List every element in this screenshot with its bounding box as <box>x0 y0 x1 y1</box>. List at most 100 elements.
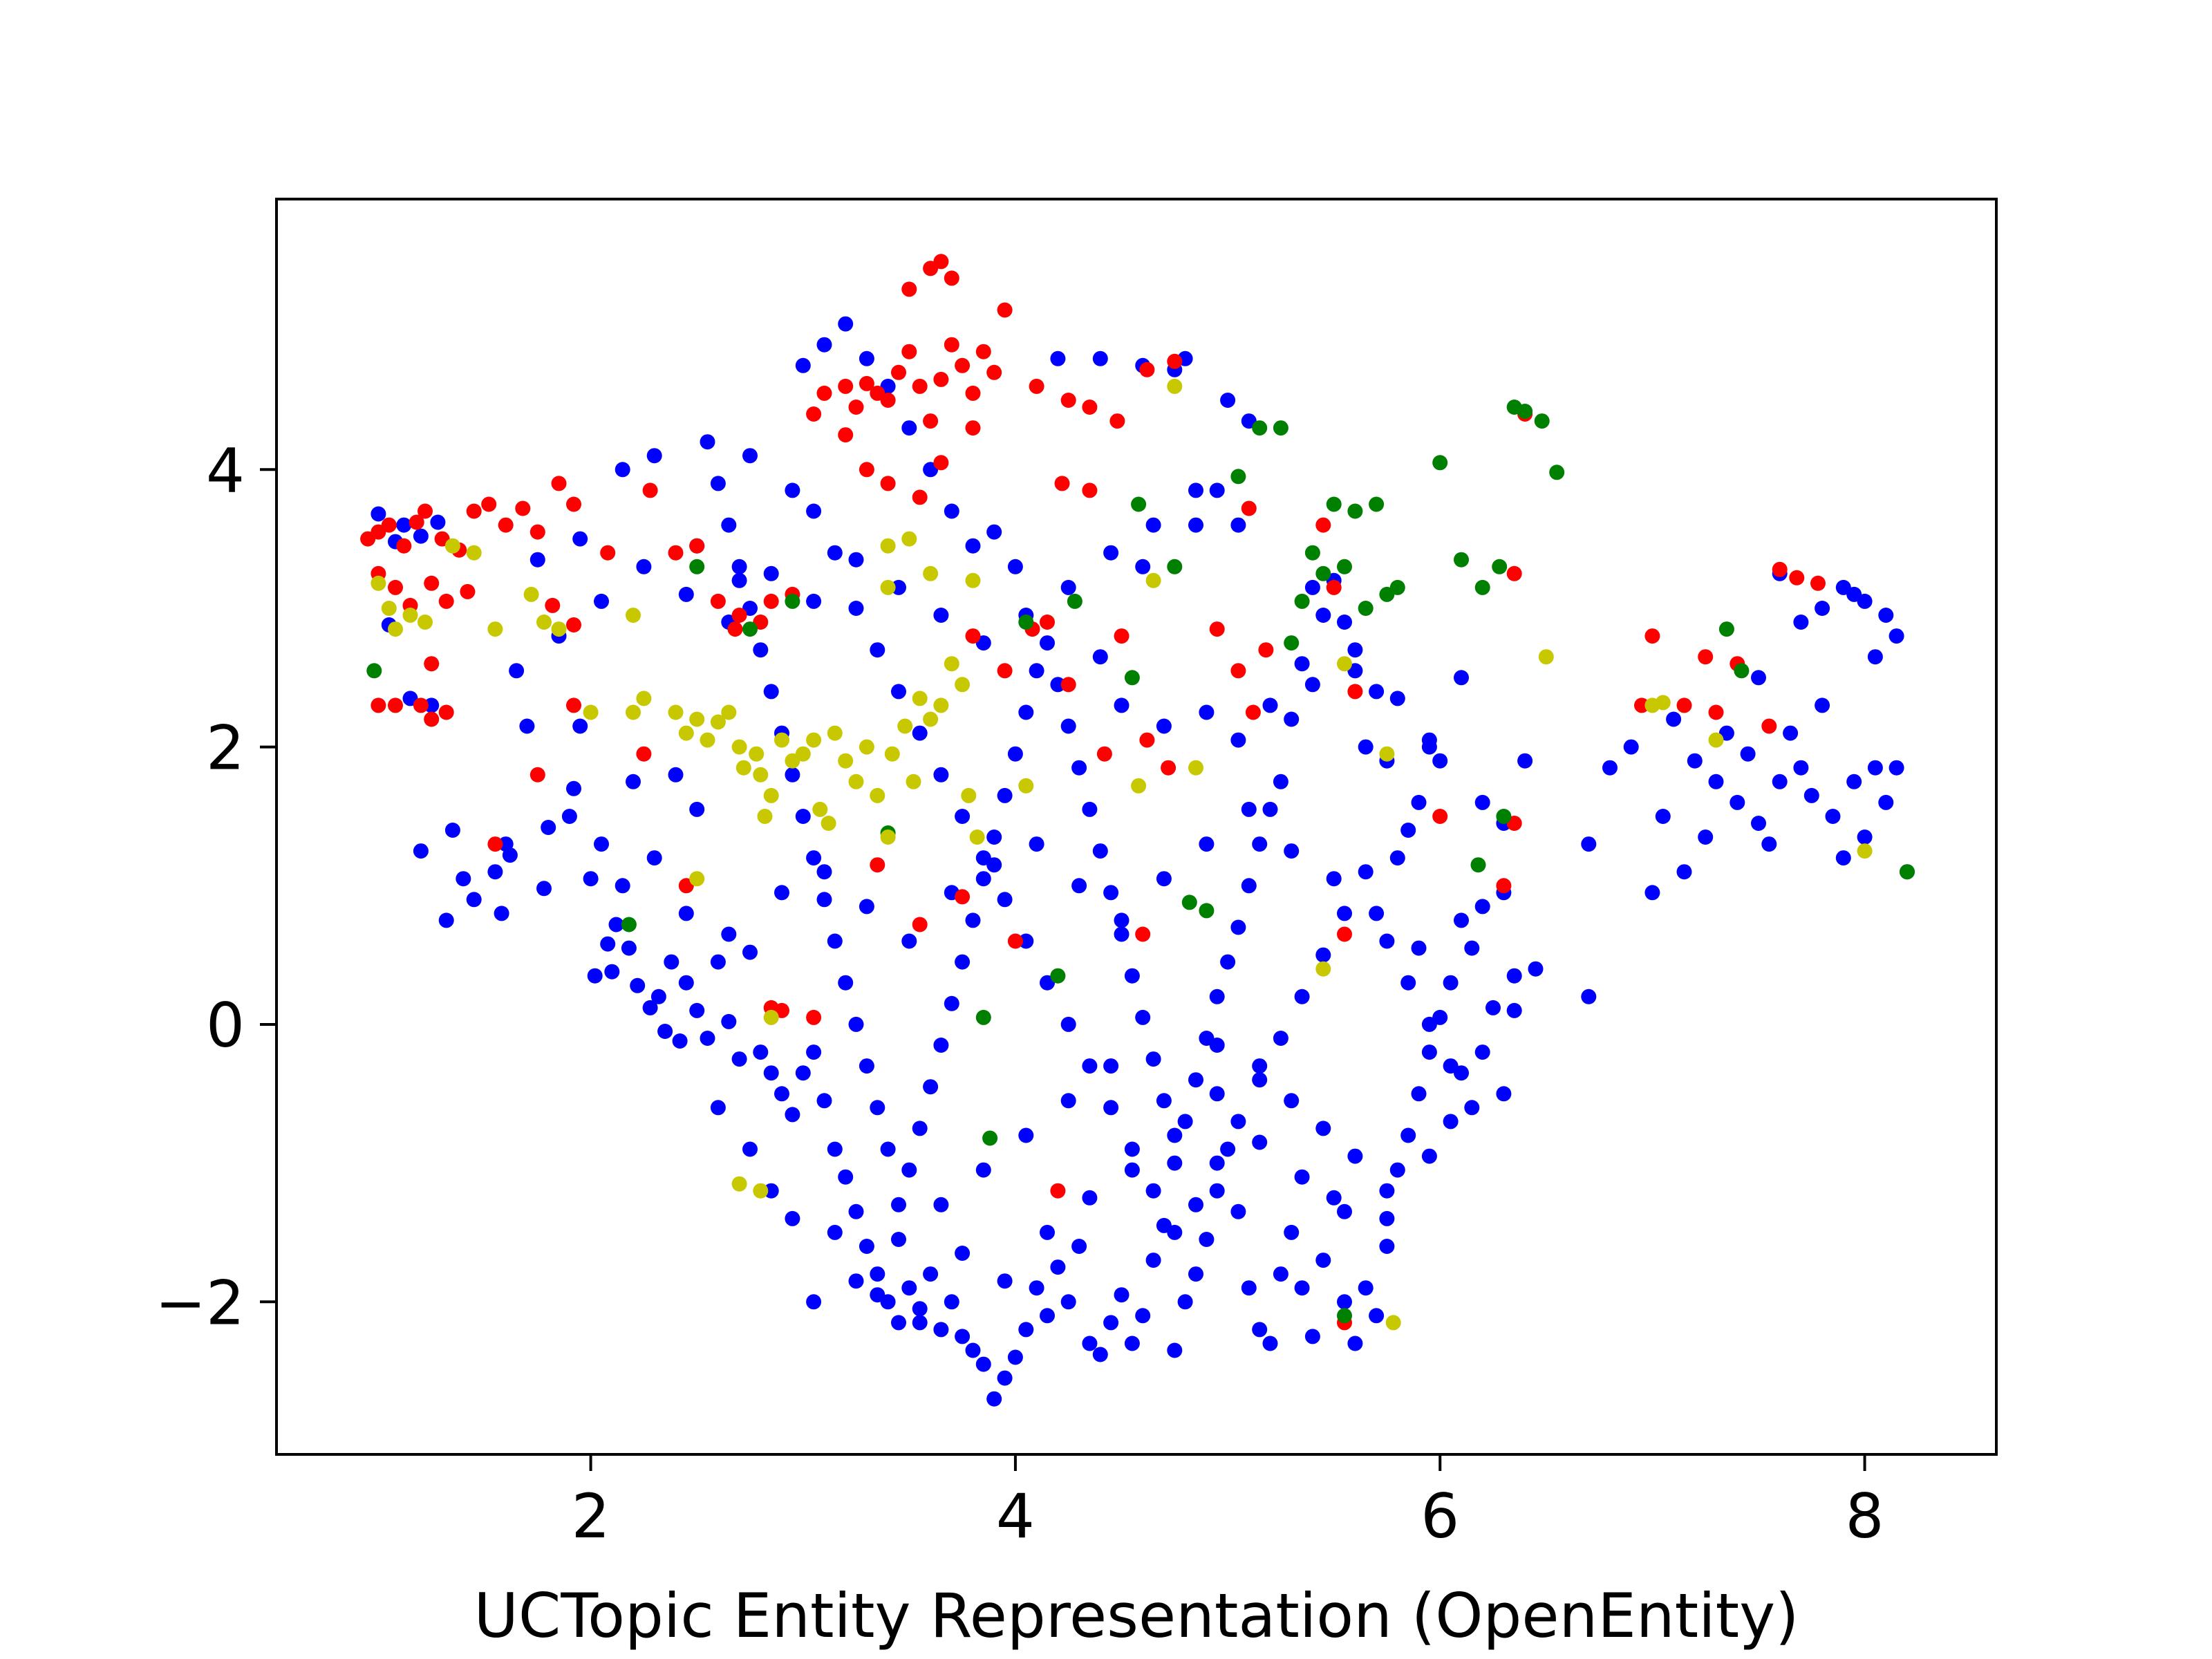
data-point <box>1454 552 1469 568</box>
data-point <box>827 545 843 561</box>
data-point <box>1496 809 1512 824</box>
data-point <box>710 954 726 970</box>
data-point <box>1167 353 1183 369</box>
data-point <box>1071 878 1087 894</box>
data-point <box>1454 912 1469 928</box>
data-point <box>1698 830 1714 845</box>
data-point <box>1506 1002 1522 1018</box>
data-point <box>912 691 928 706</box>
data-point <box>1018 933 1034 949</box>
data-point <box>1772 561 1788 577</box>
data-point <box>594 593 609 609</box>
data-point <box>541 820 556 835</box>
data-point <box>1835 579 1851 595</box>
data-point <box>1464 940 1480 956</box>
data-point <box>1209 1038 1225 1053</box>
data-point <box>566 617 581 632</box>
data-point <box>668 767 684 782</box>
data-point <box>1867 649 1883 665</box>
data-point <box>1337 1308 1352 1324</box>
data-point <box>1252 1322 1268 1338</box>
data-point <box>1209 621 1225 637</box>
data-point <box>1358 1280 1374 1296</box>
data-point <box>515 500 531 516</box>
data-point <box>933 697 949 713</box>
points-layer <box>360 254 1915 1407</box>
data-point <box>1018 1322 1034 1338</box>
data-point <box>1878 608 1894 623</box>
data-point <box>1369 496 1385 512</box>
data-point <box>1389 1162 1405 1178</box>
data-point <box>529 552 545 568</box>
data-point <box>1103 1315 1119 1331</box>
data-point <box>615 878 630 894</box>
data-point <box>812 801 828 817</box>
data-point <box>965 1342 981 1358</box>
data-point <box>1888 628 1904 644</box>
data-point <box>1067 593 1082 609</box>
data-point <box>816 385 832 401</box>
data-point <box>1517 404 1533 419</box>
data-point <box>923 565 939 581</box>
data-point <box>848 774 864 789</box>
data-point <box>944 503 959 519</box>
data-point <box>1385 1315 1401 1331</box>
data-point <box>880 476 896 491</box>
data-point <box>388 621 403 637</box>
data-point <box>710 476 726 491</box>
data-point <box>566 496 581 512</box>
data-point <box>1124 1141 1140 1157</box>
x-tick-label: 6 <box>1421 1481 1459 1552</box>
data-point <box>1230 1203 1246 1219</box>
data-point <box>1389 579 1405 595</box>
data-point <box>371 506 386 522</box>
data-point <box>1687 753 1703 769</box>
data-point <box>1644 628 1660 644</box>
data-point <box>1810 575 1826 591</box>
data-point <box>1443 1114 1459 1130</box>
data-point <box>1029 378 1044 394</box>
data-point <box>1007 746 1023 762</box>
data-point <box>795 357 811 373</box>
data-point <box>444 823 460 838</box>
data-point <box>1114 912 1130 928</box>
data-point <box>1411 940 1427 956</box>
data-point <box>668 704 684 720</box>
data-point <box>1103 885 1119 901</box>
data-point <box>689 801 705 817</box>
data-point <box>1358 864 1374 880</box>
data-point <box>859 899 874 915</box>
y-tick-label: 2 <box>206 713 245 784</box>
data-point <box>1040 1224 1055 1240</box>
data-point <box>1857 843 1873 859</box>
data-point <box>1347 503 1363 519</box>
data-point <box>848 400 864 415</box>
data-point <box>965 385 981 401</box>
data-point <box>1114 697 1130 713</box>
data-point <box>997 892 1013 908</box>
data-point <box>1835 850 1851 866</box>
data-point <box>997 1273 1013 1289</box>
data-point <box>944 1294 959 1310</box>
data-point <box>1400 975 1416 991</box>
data-point <box>1846 774 1862 789</box>
data-point <box>1139 732 1155 748</box>
data-point <box>1262 1335 1278 1351</box>
data-point <box>901 933 917 949</box>
data-point <box>763 787 779 803</box>
data-point <box>642 1000 658 1015</box>
x-tick-label: 8 <box>1846 1481 1884 1552</box>
data-point <box>891 364 906 380</box>
data-point <box>1411 794 1427 810</box>
data-point <box>1114 628 1130 644</box>
data-point <box>1050 350 1066 366</box>
data-point <box>1470 857 1486 873</box>
data-point <box>1060 1294 1076 1310</box>
data-point <box>816 892 832 908</box>
data-point <box>1167 1224 1183 1240</box>
data-point <box>1181 894 1197 910</box>
data-point <box>494 906 509 921</box>
data-point <box>1040 635 1055 651</box>
data-point <box>487 621 503 637</box>
data-point <box>413 528 429 544</box>
